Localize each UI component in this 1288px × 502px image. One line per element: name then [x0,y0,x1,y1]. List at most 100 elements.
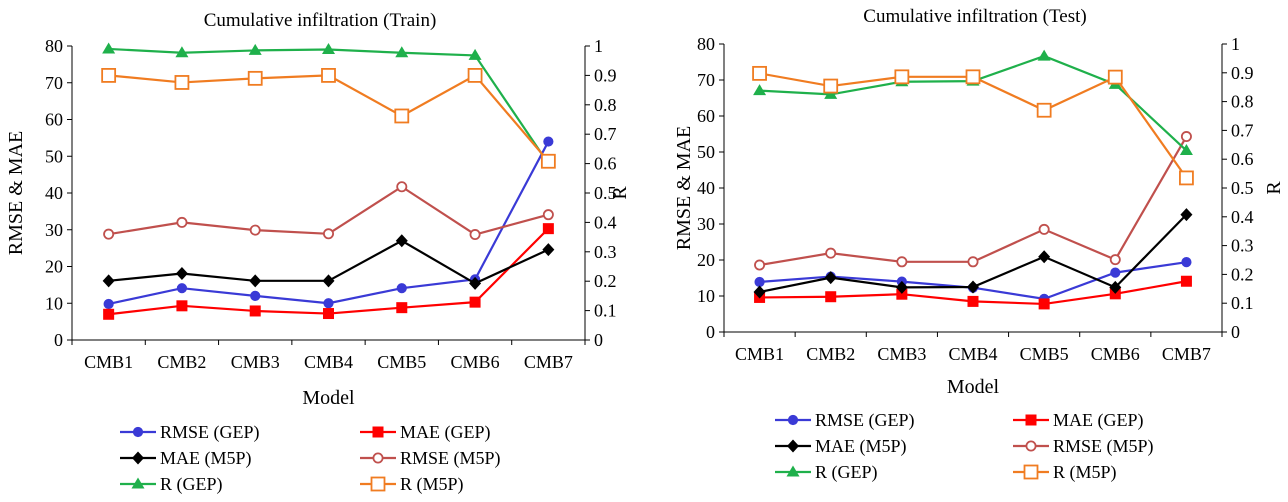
data-point [321,68,336,83]
right-tick-label: 0.4 [1231,207,1254,227]
data-point [395,234,408,248]
x-tick-label: CMB2 [806,344,855,364]
left-tick-label: 40 [45,183,63,203]
legend-item: MAE (GEP) [1013,410,1144,431]
data-point [103,228,115,240]
data-point [542,209,554,221]
legend-marker [1023,464,1039,480]
series-rmse-m5p [103,181,554,241]
legend-marker [787,414,799,426]
right-tick-label: 0.7 [594,124,617,144]
data-point [249,274,262,288]
data-point [101,68,117,83]
series-line [108,185,549,236]
right-tick-label: 1 [1231,34,1240,54]
x-axis-label: Model [947,376,1000,398]
legend-label: R (M5P) [400,474,464,495]
legend-marker [372,426,384,438]
data-point [396,302,408,314]
legend-marker [1025,440,1037,452]
y-axis-label-left: RMSE & MAE [5,131,27,255]
data-point [543,136,554,147]
left-tick-label: 30 [45,220,63,240]
data-point [1109,254,1121,266]
data-point [174,75,190,90]
data-point [1037,49,1051,61]
series-r-m5p [101,68,556,169]
data-point [1038,223,1050,235]
chart-title: Cumulative infiltration (Train) [204,10,437,31]
data-point [396,283,407,294]
legend-label: MAE (M5P) [160,448,252,469]
data-point [322,228,334,240]
left-tick-label: 60 [45,110,63,130]
data-point [469,276,482,290]
data-point [753,285,766,299]
legend-item: RMSE (GEP) [120,422,260,443]
x-tick-label: CMB2 [157,352,206,372]
legend-marker [132,451,144,465]
data-point [1180,208,1193,222]
legend-marker [1025,414,1037,426]
left-tick-label: 40 [697,178,715,198]
legend-item: MAE (GEP) [360,422,491,443]
left-tick-label: 10 [697,286,715,306]
data-point [469,229,481,241]
legend-item: R (GEP) [120,474,223,495]
data-point [895,280,908,294]
y-axis-label-right: R [609,186,631,200]
left-tick-label: 50 [45,146,63,166]
data-point [967,256,979,268]
x-axis-label: Model [302,387,355,409]
legend-marker [787,439,799,453]
left-tick-label: 80 [45,36,63,56]
series-mae-gep [103,223,554,320]
series-rmse-m5p [754,131,1192,271]
legend-label: R (GEP) [160,474,223,495]
data-point [176,300,188,312]
legend-label: MAE (GEP) [400,422,491,443]
data-point [175,266,188,280]
data-point [967,295,979,307]
series-r-m5p [752,65,1194,186]
left-tick-label: 30 [697,214,715,234]
data-point [1110,267,1121,278]
y-axis-label-right: R [1263,181,1285,195]
x-tick-label: CMB5 [1020,344,1069,364]
series-line [759,135,1188,267]
data-point [753,84,767,96]
data-point [1109,280,1122,294]
chart-2: Cumulative infiltration (Test)0102030405… [673,6,1285,483]
x-tick-label: CMB7 [524,352,573,372]
data-point [103,298,114,310]
left-tick-label: 20 [697,250,715,270]
legend-item: RMSE (M5P) [1013,436,1154,457]
data-point [322,274,335,288]
legend-marker [370,476,386,492]
right-tick-label: 0.2 [594,271,617,291]
right-tick-label: 0.3 [594,242,617,262]
data-point [395,46,409,58]
legend-label: RMSE (M5P) [400,448,501,469]
x-tick-label: CMB6 [1091,344,1140,364]
left-tick-label: 70 [45,73,63,93]
data-point [754,259,766,271]
left-tick-label: 0 [54,330,63,350]
data-point [896,288,908,300]
series-r-gep [753,49,1193,156]
left-tick-label: 10 [45,293,63,313]
data-point [1181,257,1192,268]
x-tick-label: CMB5 [377,352,426,372]
right-tick-label: 0.8 [1231,92,1254,112]
data-point [469,296,481,308]
left-tick-label: 70 [697,70,715,90]
data-point [752,65,767,81]
x-tick-label: CMB3 [231,352,280,372]
series-r-gep [102,42,555,169]
series-mae-m5p [102,234,555,290]
data-point [1179,170,1194,186]
data-point [542,223,554,235]
legend-label: RMSE (GEP) [815,410,915,431]
data-point [176,283,188,294]
legend-marker [131,477,145,489]
